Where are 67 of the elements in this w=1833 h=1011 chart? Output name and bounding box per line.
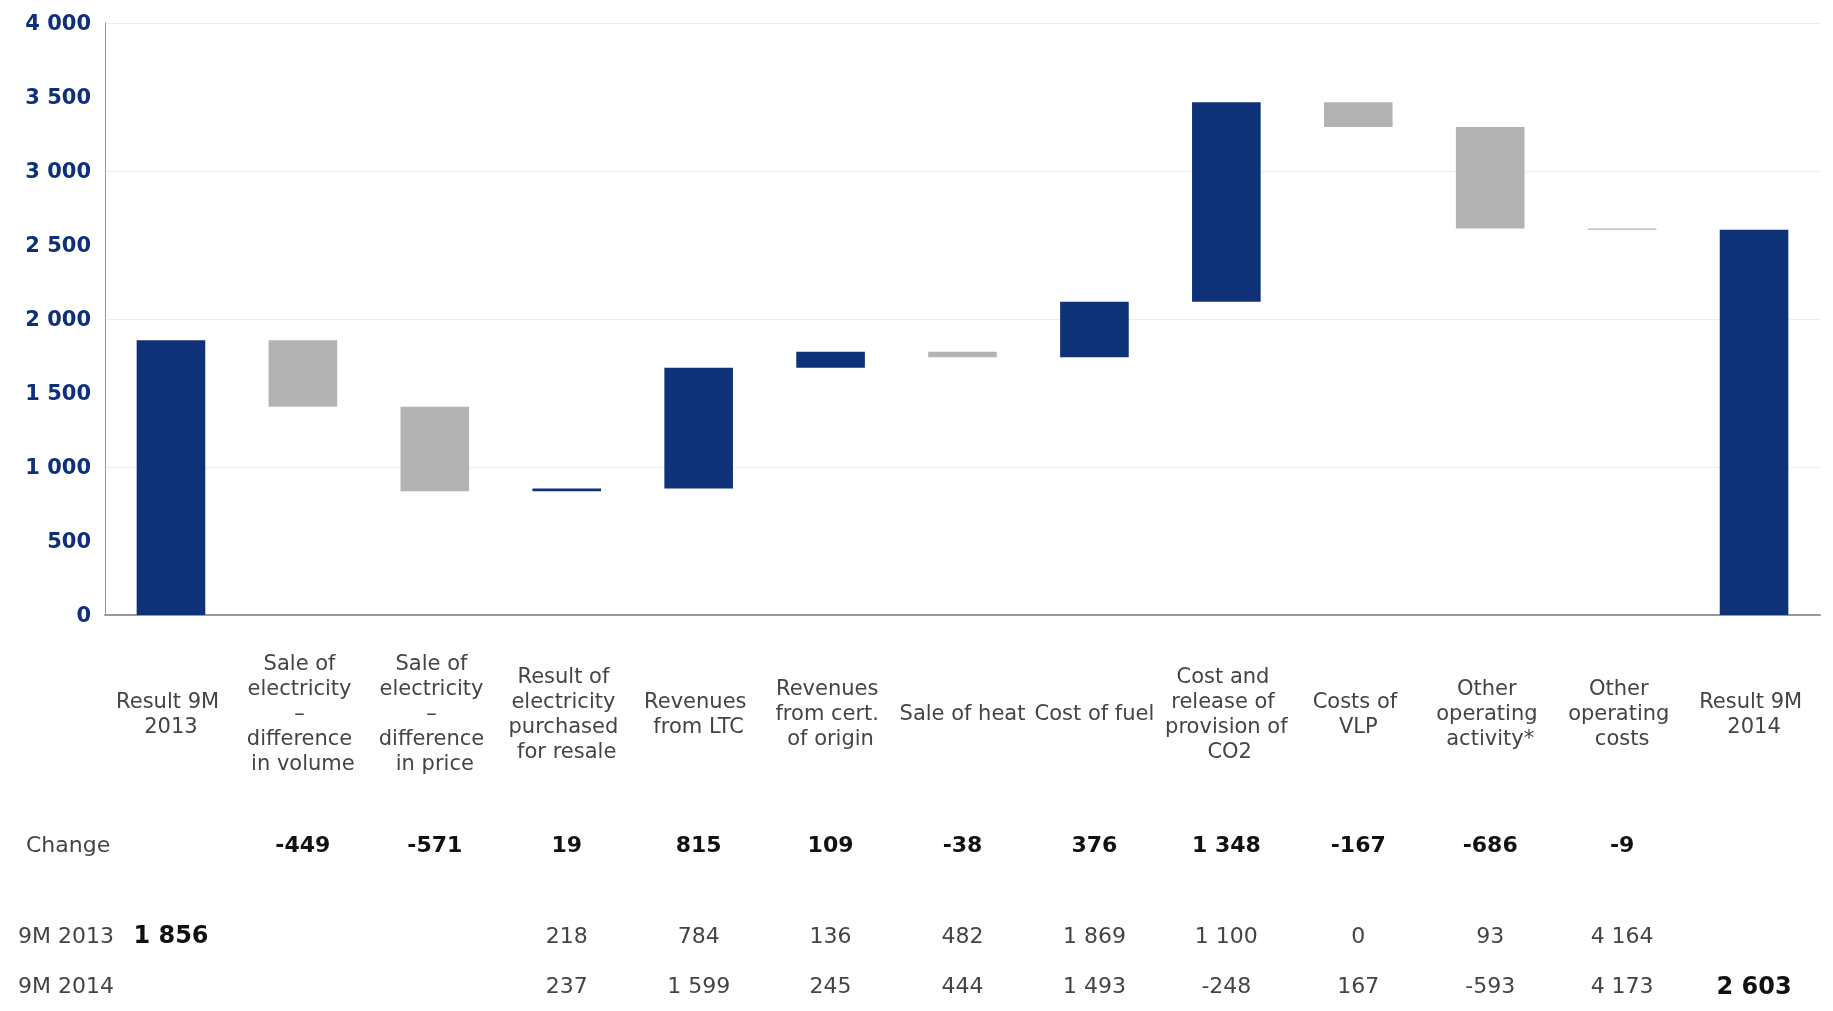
- data-label: 1 856: [133, 921, 209, 950]
- data-label: 0: [1351, 922, 1366, 948]
- data-label: 93: [1476, 922, 1505, 948]
- y-tick-label: 3 500: [25, 85, 91, 109]
- y-tick-label: 1 500: [25, 381, 91, 405]
- x-tick-label: Other operating costs: [1568, 676, 1677, 750]
- x-tick-label: Sale of heat: [899, 701, 1026, 725]
- data-label: 1 869: [1062, 922, 1126, 948]
- bar: [1192, 102, 1261, 302]
- y-tick-label: 9M 2013: [18, 922, 114, 948]
- data-label: 2 603: [1716, 971, 1792, 1000]
- x-tick-label: Result 9M 2013: [116, 688, 226, 738]
- bar: [400, 406, 470, 492]
- x-tick-label: Cost of fuel: [1034, 701, 1155, 725]
- x-tick-label: Result 9M 2014: [1699, 688, 1809, 738]
- data-label: 815: [675, 831, 722, 857]
- data-label: 1 493: [1062, 973, 1126, 999]
- bar: [1060, 301, 1129, 358]
- text: Change: [26, 831, 111, 857]
- data-label: 245: [809, 973, 852, 999]
- data-label: -248: [1201, 973, 1252, 999]
- y-tick-label: 2 500: [25, 233, 91, 257]
- x-tick-label: Result of electricity purchased for resale: [508, 663, 625, 763]
- data-label: 167: [1337, 973, 1380, 999]
- y-tick-label: 3 000: [25, 159, 91, 183]
- data-label: 784: [677, 922, 720, 948]
- x-tick-label: Sale of electricity – difference in volume: [246, 651, 359, 775]
- data-label: -593: [1465, 973, 1516, 999]
- data-label: 4 164: [1590, 922, 1654, 948]
- data-label: 109: [807, 831, 854, 857]
- data-label: -167: [1330, 831, 1386, 857]
- bar: [1719, 229, 1789, 615]
- bar: [136, 340, 206, 615]
- data-label: 237: [545, 973, 588, 999]
- data-label: 376: [1071, 831, 1118, 857]
- data-label: 4 173: [1590, 973, 1654, 999]
- data-label: 19: [551, 831, 583, 857]
- y-tick-label: 1 000: [25, 455, 91, 479]
- data-label: -38: [942, 831, 983, 857]
- y-tick-label: 4 000: [25, 11, 91, 35]
- data-label: -571: [407, 831, 463, 857]
- y-tick-label: 500: [47, 529, 91, 553]
- bar: [664, 367, 733, 489]
- bar: [796, 351, 865, 368]
- x-tick-label: Revenues from LTC: [644, 688, 754, 738]
- bar: [1323, 102, 1393, 127]
- x-tick-label: Costs of VLP: [1312, 688, 1404, 738]
- x-tick-label: Sale of electricity – difference in price: [378, 651, 491, 775]
- data-label: 1 348: [1191, 831, 1261, 857]
- data-label: -9: [1609, 831, 1635, 857]
- data-label: -686: [1462, 831, 1518, 857]
- data-label: 136: [809, 922, 852, 948]
- bar: [1455, 126, 1525, 229]
- y-tick-label: 2 000: [25, 307, 91, 331]
- y-tick-label: 0: [76, 603, 91, 627]
- x-tick-label: Revenues from cert. of origin: [775, 676, 886, 750]
- data-label: 218: [545, 922, 588, 948]
- data-label: 482: [941, 922, 984, 948]
- data-label: -449: [275, 831, 331, 857]
- bar: [268, 340, 338, 407]
- data-label: 1 599: [667, 973, 731, 999]
- data-label: 1 100: [1194, 922, 1258, 948]
- data-label: 444: [941, 973, 984, 999]
- x-tick-label: Other operating activity*: [1436, 676, 1545, 750]
- y-tick-label: 9M 2014: [18, 973, 114, 999]
- x-tick-label: Cost and release of provision of CO2: [1165, 663, 1289, 763]
- bar: [532, 488, 602, 492]
